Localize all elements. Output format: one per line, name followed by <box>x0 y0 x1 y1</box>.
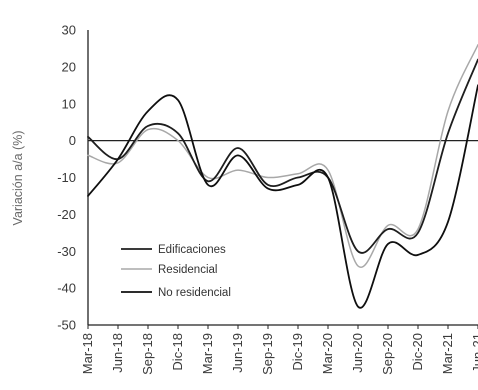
legend: Edificaciones Residencial No residencial <box>121 244 231 299</box>
x-tick-label: Jun-20 <box>350 333 365 373</box>
y-tick-label: 0 <box>69 133 76 148</box>
y-tick-label: -40 <box>57 281 76 296</box>
x-tick-label: Mar-18 <box>80 333 95 374</box>
x-tick-label: Dic-18 <box>170 333 185 371</box>
x-tick-label: Mar-19 <box>200 333 215 374</box>
x-axis-ticks: Mar-18 Jun-18 Sep-18 Dic-18 Mar-19 Jun-19 Sep-… <box>80 325 478 375</box>
series-line-no-residencial <box>87 84 478 309</box>
x-tick-label: Sep-20 <box>380 333 395 375</box>
legend-label: Residencial <box>158 264 217 276</box>
x-tick-label: Mar-20 <box>320 333 335 374</box>
series-line-edificaciones <box>87 58 478 254</box>
x-tick-label: Dic-20 <box>410 333 425 371</box>
y-tick-label: -30 <box>57 244 76 259</box>
series-layer <box>87 44 478 309</box>
y-tick-label: 10 <box>62 96 76 111</box>
x-tick-label: Sep-18 <box>140 333 155 375</box>
series-line-residencial <box>87 44 478 268</box>
y-axis-ticks: 30 20 10 0 -10 -20 -30 -40 -50 <box>57 23 76 333</box>
x-tick-label: Sep-19 <box>260 333 275 375</box>
y-axis-label: Variación a/a (%) <box>11 131 25 226</box>
y-tick-label: 20 <box>62 59 76 74</box>
x-tick-label: Jun-18 <box>110 333 125 373</box>
legend-label: No residencial <box>158 287 231 299</box>
x-tick-label: Jun-19 <box>230 333 245 373</box>
legend-label: Edificaciones <box>158 244 226 256</box>
x-tick-label: Jun-21 <box>470 333 478 373</box>
y-tick-label: -20 <box>57 207 76 222</box>
x-tick-label: Dic-19 <box>290 333 305 371</box>
y-tick-label: -50 <box>57 318 76 333</box>
x-tick-label: Mar-21 <box>440 333 455 374</box>
y-tick-label: -10 <box>57 170 76 185</box>
y-tick-label: 30 <box>62 23 76 38</box>
